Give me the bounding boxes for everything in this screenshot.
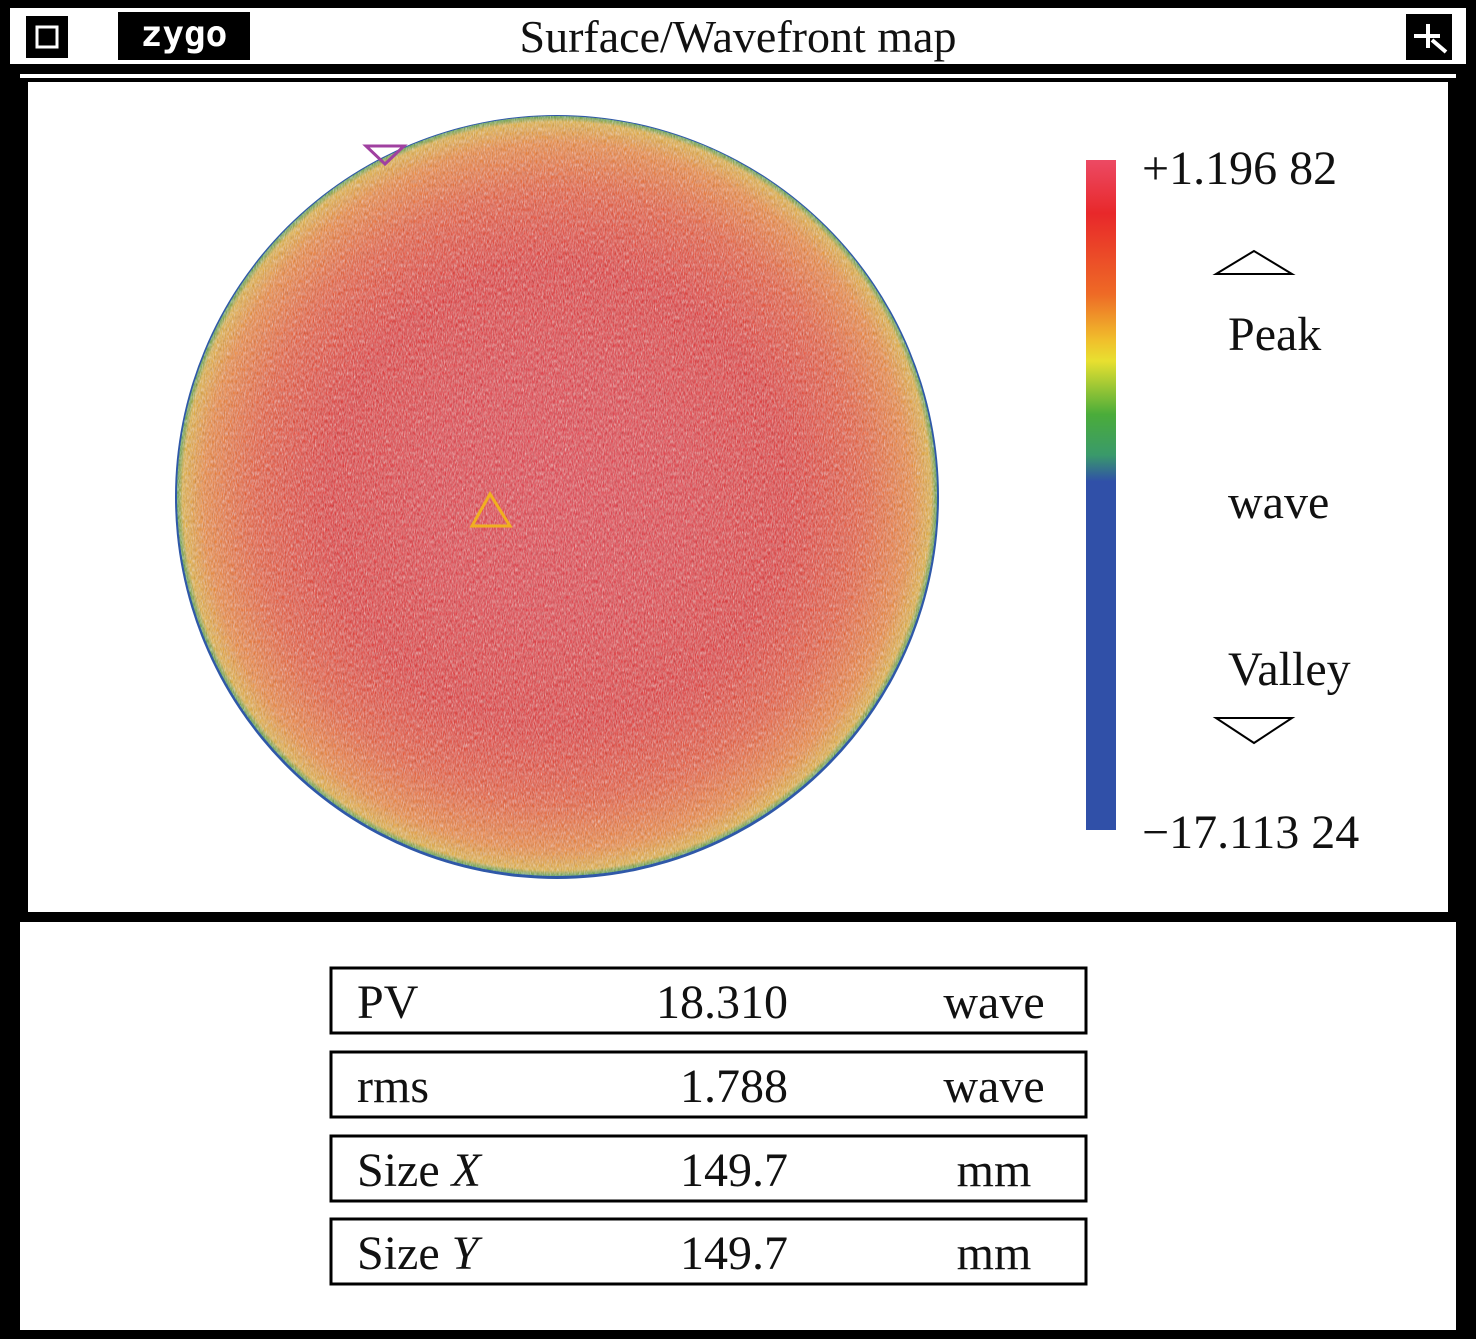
menu-icon bbox=[35, 25, 59, 49]
peak-marker bbox=[469, 491, 513, 528]
stats-table: PV 18.310 wave rms 1.788 wave Size X 149.7 mm Siz… bbox=[329, 966, 1088, 1286]
surface-map bbox=[177, 116, 937, 876]
logo-box bbox=[118, 12, 250, 60]
colorbar bbox=[1086, 160, 1116, 830]
resize-icon bbox=[1414, 24, 1448, 54]
row-axis: Y bbox=[452, 1227, 483, 1280]
stats-row bbox=[329, 1050, 1088, 1119]
unit-label: wave bbox=[1228, 476, 1329, 529]
row-name: Size Y bbox=[357, 1227, 483, 1280]
row-value: 149.7 bbox=[680, 1227, 788, 1280]
title-bar bbox=[10, 8, 1466, 64]
stats-row bbox=[329, 1134, 1088, 1203]
title-rule bbox=[20, 74, 1456, 78]
stats-row bbox=[329, 1217, 1088, 1286]
colorbar-max: +1.196 82 bbox=[1142, 142, 1337, 195]
row-unit: mm bbox=[957, 1227, 1032, 1280]
row-axis: X bbox=[450, 1144, 483, 1197]
row-name-text: Size bbox=[357, 1227, 440, 1280]
row-name-text: Size bbox=[357, 1144, 440, 1197]
row-value: 1.788 bbox=[680, 1060, 788, 1113]
row-name: PV bbox=[357, 976, 419, 1029]
stats-row bbox=[329, 966, 1088, 1035]
window-title: Surface/Wavefront map bbox=[520, 11, 957, 62]
row-name-text: PV bbox=[357, 976, 419, 1029]
menu-button[interactable] bbox=[26, 16, 68, 58]
row-unit: wave bbox=[943, 976, 1044, 1029]
down-triangle bbox=[1212, 717, 1296, 745]
row-value: 18.310 bbox=[656, 976, 788, 1029]
row-name: rms bbox=[357, 1060, 429, 1113]
logo: zygo bbox=[141, 14, 228, 55]
valley-label: Valley bbox=[1228, 643, 1351, 696]
colorbar-min: −17.113 24 bbox=[1142, 806, 1359, 859]
row-value: 149.7 bbox=[680, 1144, 788, 1197]
row-name-text: rms bbox=[357, 1060, 429, 1113]
up-triangle bbox=[1212, 249, 1296, 275]
peak-label: Peak bbox=[1228, 308, 1321, 361]
valley-marker bbox=[362, 144, 408, 167]
row-unit: mm bbox=[957, 1144, 1032, 1197]
row-name: Size X bbox=[357, 1144, 483, 1197]
row-unit: wave bbox=[943, 1060, 1044, 1113]
